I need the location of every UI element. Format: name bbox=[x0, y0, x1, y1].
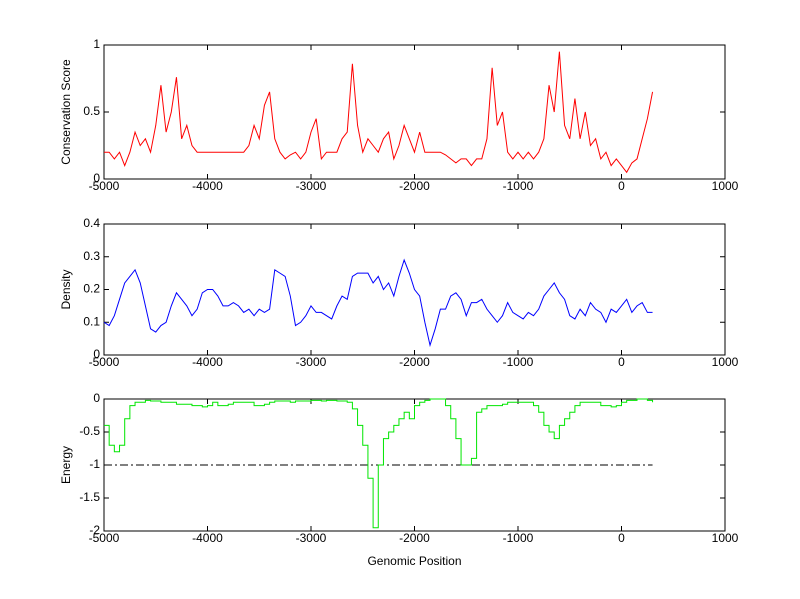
y-tick-label: 0.1 bbox=[83, 314, 100, 328]
subplot: -5000 -4000 -3000 -2000 -1000 0 1000 0 0.1 0.2 0.3… bbox=[59, 216, 738, 369]
subplot: -5000 -4000 -3000 -2000 -1000 0 1000 0 -0.5 -1 -1.… bbox=[59, 391, 738, 568]
y-axis-label: Density bbox=[59, 269, 73, 309]
y-tick-label: 0 bbox=[93, 391, 100, 405]
x-tick-label: -2000 bbox=[399, 355, 430, 369]
x-tick-label: -3000 bbox=[296, 531, 327, 545]
x-tick-label: -2000 bbox=[399, 179, 430, 193]
x-tick-label: -5000 bbox=[89, 179, 120, 193]
x-tick-label: -1000 bbox=[503, 531, 534, 545]
x-tick-label: -3000 bbox=[296, 355, 327, 369]
y-tick-label: 0 bbox=[93, 171, 100, 185]
axes-frame bbox=[103, 44, 726, 180]
y-axis-label: Energy bbox=[59, 446, 73, 484]
y-tick-label: -0.5 bbox=[79, 424, 100, 438]
y-tick-label: -1 bbox=[89, 457, 100, 471]
y-tick-label: -2 bbox=[89, 523, 100, 537]
x-tick-label: 1000 bbox=[712, 531, 739, 545]
x-tick-label: 0 bbox=[618, 179, 625, 193]
x-tick-label: 1000 bbox=[712, 355, 739, 369]
x-tick-label: -1000 bbox=[503, 179, 534, 193]
x-tick-label: -3000 bbox=[296, 179, 327, 193]
x-tick-label: -5000 bbox=[89, 355, 120, 369]
x-tick-label: -4000 bbox=[192, 355, 223, 369]
x-tick-label: -2000 bbox=[399, 531, 430, 545]
subplot: -5000 -4000 -3000 -2000 -1000 0 1000 0 0.5 1 Conse… bbox=[59, 37, 738, 193]
x-tick-label: -5000 bbox=[89, 531, 120, 545]
y-axis-label: Conservation Score bbox=[59, 59, 73, 165]
data-line bbox=[103, 258, 653, 348]
data-line bbox=[104, 398, 654, 529]
x-tick-label: -4000 bbox=[192, 531, 223, 545]
y-tick-label: 0.5 bbox=[83, 104, 100, 118]
x-tick-label: 0 bbox=[618, 531, 625, 545]
x-tick-label: 1000 bbox=[712, 179, 739, 193]
y-tick-label: -1.5 bbox=[79, 490, 100, 504]
data-line bbox=[104, 51, 654, 174]
x-tick-label: 0 bbox=[618, 355, 625, 369]
y-tick-label: 0.4 bbox=[83, 216, 100, 230]
x-tick-label: -1000 bbox=[503, 355, 534, 369]
x-tick-label: -4000 bbox=[192, 179, 223, 193]
y-tick-label: 0.3 bbox=[83, 249, 100, 263]
y-tick-label: 0 bbox=[93, 347, 100, 361]
x-axis-label: Genomic Position bbox=[367, 554, 461, 568]
y-tick-label: 0.2 bbox=[83, 282, 100, 296]
y-tick-label: 1 bbox=[93, 37, 100, 51]
